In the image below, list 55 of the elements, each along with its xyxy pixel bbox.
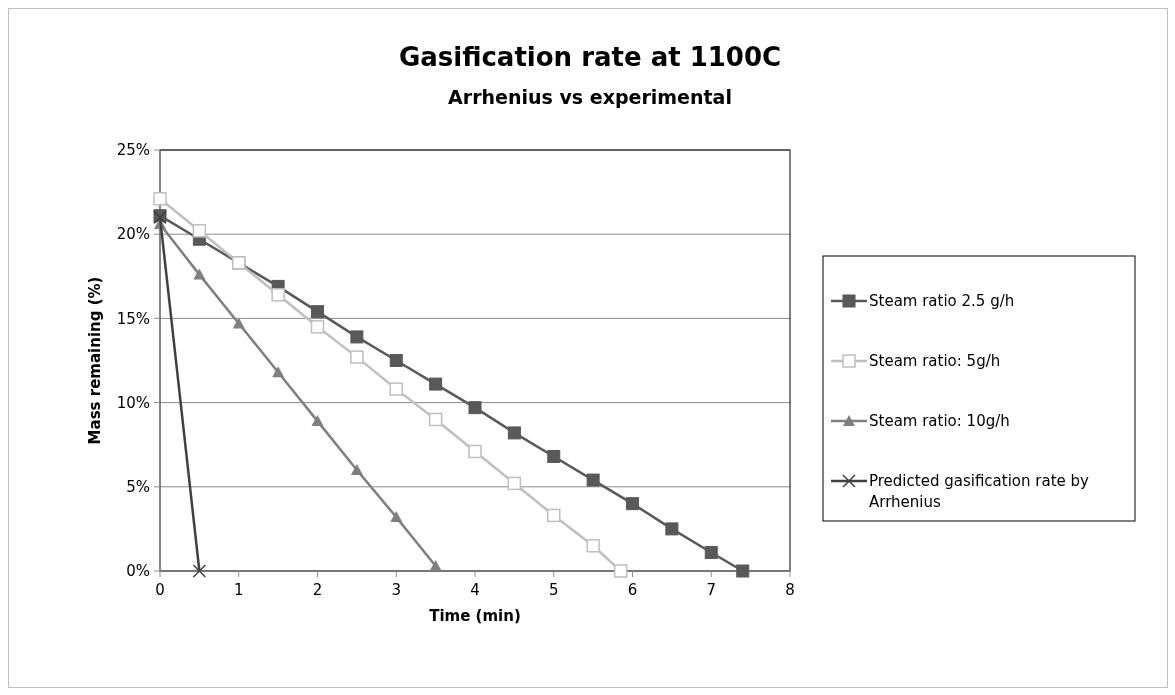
point xyxy=(192,564,207,578)
point xyxy=(350,463,363,475)
point xyxy=(429,559,442,571)
point xyxy=(468,444,482,459)
y-tick-label: 10% xyxy=(116,393,150,412)
point xyxy=(310,320,325,334)
point xyxy=(350,350,364,364)
point xyxy=(232,317,245,329)
x-tick-label: 2 xyxy=(312,581,323,599)
chart-subtitle: Arrhenius vs experimental xyxy=(448,86,732,108)
point xyxy=(586,473,600,487)
point xyxy=(192,224,207,238)
point xyxy=(468,401,482,415)
point xyxy=(665,522,679,536)
x-tick-label: 0 xyxy=(155,581,165,599)
point xyxy=(311,305,324,319)
point xyxy=(429,377,443,391)
y-tick-label: 0% xyxy=(126,562,150,581)
legend-label: Steam ratio: 5g/h xyxy=(869,352,1001,371)
point xyxy=(271,288,285,302)
point xyxy=(507,426,521,440)
x-tick-label: 7 xyxy=(706,581,717,599)
chart-title: Gasification rate at 1100C xyxy=(398,42,782,72)
point xyxy=(428,412,443,427)
point xyxy=(311,415,324,427)
point xyxy=(390,511,403,523)
point xyxy=(586,538,600,553)
point xyxy=(193,268,206,280)
x-tick-label: 1 xyxy=(233,581,244,599)
x-tick-label: 5 xyxy=(548,581,559,599)
point xyxy=(547,508,561,523)
x-tick-label: 3 xyxy=(391,581,402,599)
point xyxy=(704,545,718,559)
point xyxy=(626,497,639,511)
legend-label: Steam ratio: 10g/h xyxy=(869,412,1010,431)
point xyxy=(389,382,403,396)
point xyxy=(547,449,561,463)
y-tick-label: 15% xyxy=(116,309,150,328)
point xyxy=(736,564,750,578)
point xyxy=(350,330,364,344)
point xyxy=(272,366,285,378)
legend-label: Steam ratio 2.5 g/h xyxy=(869,292,1015,311)
x-tick-label: 8 xyxy=(785,581,795,599)
point xyxy=(153,192,167,206)
point xyxy=(613,564,628,578)
x-tick-label: 6 xyxy=(627,581,638,599)
point xyxy=(507,476,522,491)
point xyxy=(389,354,403,367)
legend-label: Predicted gasification rate by Arrhenius xyxy=(869,472,1090,512)
y-tick-label: 20% xyxy=(116,225,150,244)
y-axis-title: Mass remaining (%) xyxy=(86,276,104,445)
x-tick-label: 4 xyxy=(470,581,480,599)
y-tick-label: 5% xyxy=(126,478,150,497)
y-tick-label: 25% xyxy=(116,141,150,160)
x-axis-title: Time (min) xyxy=(429,607,521,625)
